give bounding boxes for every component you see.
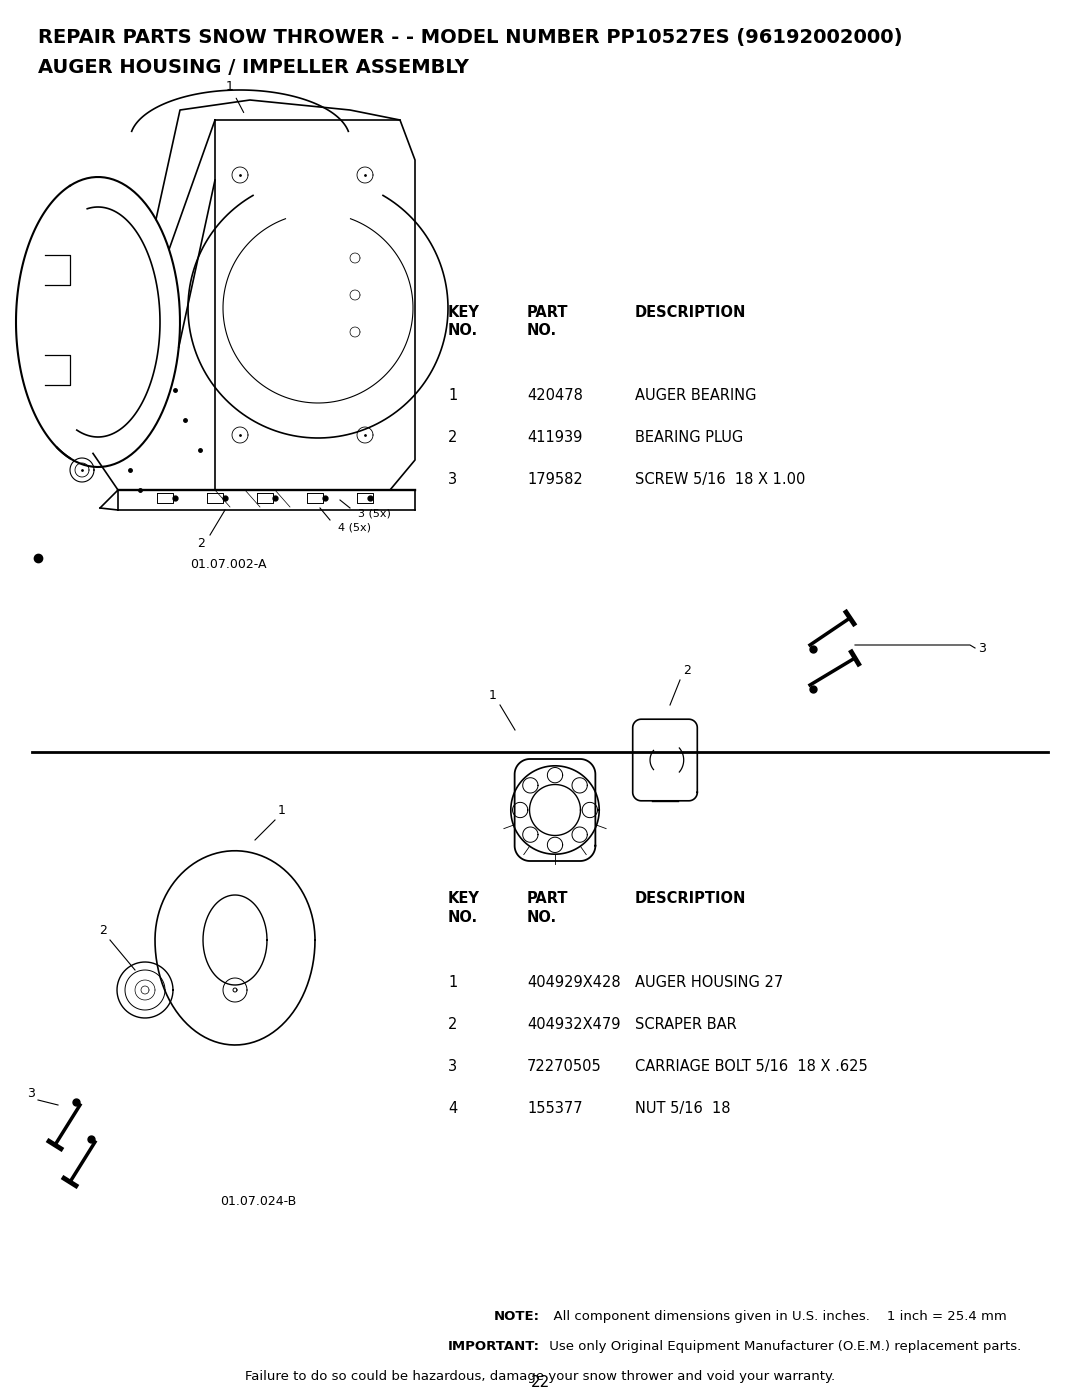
Text: 404929X428: 404929X428 bbox=[527, 975, 621, 990]
Text: 3: 3 bbox=[978, 641, 986, 655]
Text: 1: 1 bbox=[278, 805, 286, 817]
Text: DESCRIPTION: DESCRIPTION bbox=[635, 305, 746, 320]
Text: All component dimensions given in U.S. inches.    1 inch = 25.4 mm: All component dimensions given in U.S. i… bbox=[545, 1310, 1007, 1323]
Text: Use only Original Equipment Manufacturer (O.E.M.) replacement parts.: Use only Original Equipment Manufacturer… bbox=[545, 1340, 1022, 1354]
Text: 4: 4 bbox=[448, 1101, 457, 1116]
Text: 3: 3 bbox=[448, 472, 457, 488]
Text: NOTE:: NOTE: bbox=[494, 1310, 540, 1323]
Text: CARRIAGE BOLT 5/16  18 X .625: CARRIAGE BOLT 5/16 18 X .625 bbox=[635, 1059, 867, 1074]
Text: AUGER HOUSING / IMPELLER ASSEMBLY: AUGER HOUSING / IMPELLER ASSEMBLY bbox=[38, 59, 469, 77]
Text: SCREW 5/16  18 X 1.00: SCREW 5/16 18 X 1.00 bbox=[635, 472, 806, 488]
Text: 2: 2 bbox=[683, 664, 691, 678]
Text: NUT 5/16  18: NUT 5/16 18 bbox=[635, 1101, 730, 1116]
Text: KEY
NO.: KEY NO. bbox=[448, 891, 480, 925]
Text: 4 (5x): 4 (5x) bbox=[338, 522, 372, 532]
Text: 1: 1 bbox=[448, 975, 457, 990]
Text: 3 (5x): 3 (5x) bbox=[357, 509, 391, 518]
Text: IMPORTANT:: IMPORTANT: bbox=[448, 1340, 540, 1354]
Text: 3: 3 bbox=[27, 1087, 35, 1099]
Text: 155377: 155377 bbox=[527, 1101, 582, 1116]
Text: AUGER BEARING: AUGER BEARING bbox=[635, 388, 756, 404]
Text: Failure to do so could be hazardous, damage your snow thrower and void your warr: Failure to do so could be hazardous, dam… bbox=[245, 1370, 835, 1383]
Text: SCRAPER BAR: SCRAPER BAR bbox=[635, 1017, 737, 1032]
Text: 1: 1 bbox=[448, 388, 457, 404]
Text: 420478: 420478 bbox=[527, 388, 583, 404]
Text: 411939: 411939 bbox=[527, 430, 582, 446]
Text: 1: 1 bbox=[489, 689, 497, 703]
Text: 1: 1 bbox=[226, 80, 244, 113]
Text: AUGER HOUSING 27: AUGER HOUSING 27 bbox=[635, 975, 783, 990]
Text: 01.07.002-A: 01.07.002-A bbox=[190, 557, 267, 571]
Text: BEARING PLUG: BEARING PLUG bbox=[635, 430, 743, 446]
Text: 01.07.024-B: 01.07.024-B bbox=[220, 1194, 296, 1208]
Text: REPAIR PARTS SNOW THROWER - - MODEL NUMBER PP10527ES (96192002000): REPAIR PARTS SNOW THROWER - - MODEL NUMB… bbox=[38, 28, 903, 47]
Text: PART
NO.: PART NO. bbox=[527, 305, 568, 338]
Text: 404932X479: 404932X479 bbox=[527, 1017, 621, 1032]
Text: KEY
NO.: KEY NO. bbox=[448, 305, 480, 338]
Text: PART
NO.: PART NO. bbox=[527, 891, 568, 925]
Text: 2: 2 bbox=[99, 923, 107, 937]
Text: 22: 22 bbox=[530, 1375, 550, 1390]
Text: 2: 2 bbox=[448, 1017, 457, 1032]
Text: 2: 2 bbox=[198, 536, 205, 550]
Text: 179582: 179582 bbox=[527, 472, 583, 488]
Text: 2: 2 bbox=[448, 430, 457, 446]
Text: 3: 3 bbox=[448, 1059, 457, 1074]
Text: 72270505: 72270505 bbox=[527, 1059, 602, 1074]
Text: DESCRIPTION: DESCRIPTION bbox=[635, 891, 746, 907]
